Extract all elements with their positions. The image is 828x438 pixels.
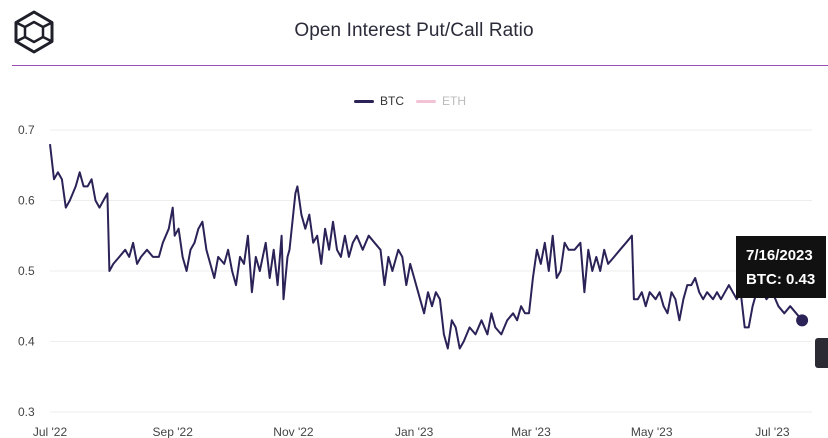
- chart-legend: BTC ETH: [0, 92, 828, 110]
- chart-title: Open Interest Put/Call Ratio: [294, 20, 534, 41]
- legend-item-eth[interactable]: ETH: [416, 92, 466, 110]
- hover-tooltip: 7/16/2023 BTC: 0.43: [736, 236, 826, 298]
- legend-item-btc[interactable]: BTC: [354, 92, 404, 110]
- x-tick-label: Jul '23: [755, 425, 790, 438]
- x-tick-label: Jul '22: [33, 425, 68, 438]
- legend-label-btc: BTC: [380, 94, 404, 108]
- chart-header: Open Interest Put/Call Ratio: [0, 0, 828, 66]
- tooltip-date: 7/16/2023: [746, 247, 813, 264]
- legend-label-eth: ETH: [442, 94, 466, 108]
- y-tick-label: 0.5: [18, 264, 35, 278]
- y-tick-label: 0.7: [18, 123, 35, 137]
- y-tick-label: 0.6: [18, 194, 35, 208]
- x-tick-label: Mar '23: [511, 425, 551, 438]
- series-line-btc: [49, 143, 803, 350]
- y-tick-label: 0.3: [18, 405, 35, 419]
- y-tick-label: 0.4: [18, 335, 35, 349]
- x-tick-label: Nov '22: [273, 425, 314, 438]
- header-divider: [12, 65, 828, 66]
- x-tick-label: Sep '22: [153, 425, 194, 438]
- tooltip-value: BTC: 0.43: [746, 271, 816, 288]
- legend-swatch-btc: [354, 99, 374, 103]
- put-call-ratio-chart[interactable]: 0.3 0.4 0.5 0.6 0.7 Jul '22 Sep '22 Nov '22 Jan …: [0, 110, 828, 438]
- x-tick-label: May '23: [631, 425, 673, 438]
- highlight-point: [796, 314, 809, 327]
- cube-logo-icon: [14, 10, 54, 54]
- side-panel-toggle[interactable]: [815, 338, 828, 368]
- legend-swatch-eth: [416, 99, 436, 103]
- x-tick-label: Jan '23: [395, 425, 434, 438]
